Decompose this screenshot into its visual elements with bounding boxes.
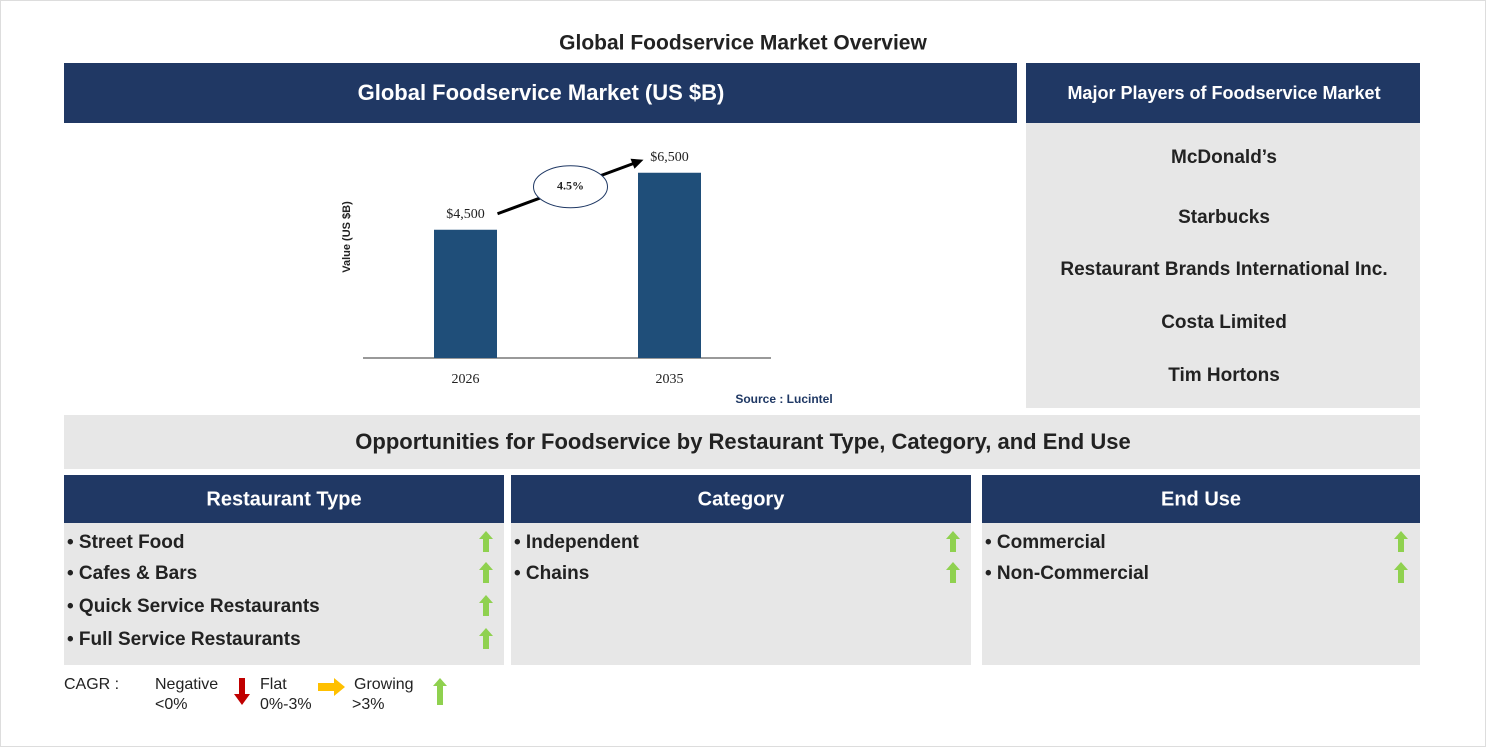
- x-tick-label: 2026: [452, 372, 480, 387]
- player-name: Restaurant Brands International Inc.: [1060, 259, 1387, 280]
- growth-arrow: [479, 628, 493, 649]
- opportunities-header: [64, 415, 1420, 469]
- legend-range: <0%: [155, 696, 187, 713]
- legend-entry: Negative: [155, 676, 218, 693]
- players-heading: Major Players of Foodservice Market: [1067, 83, 1380, 103]
- segment-item: • Street Food: [67, 532, 185, 553]
- growth-arrow: [946, 562, 960, 583]
- growth-arrow: [433, 678, 447, 705]
- growth-arrow: [479, 562, 493, 583]
- column-header: [64, 475, 504, 523]
- column-header: [511, 475, 971, 523]
- legend-range: >3%: [352, 696, 384, 713]
- legend-entry: Flat: [260, 676, 287, 693]
- value-label: $6,500: [650, 150, 689, 165]
- flat-arrow: [318, 678, 345, 696]
- source: Source : Lucintel: [735, 392, 832, 406]
- negative-arrow: [234, 678, 250, 705]
- value-label: $4,500: [446, 207, 485, 222]
- bar: [638, 172, 701, 358]
- page-title: Global Foodservice Market Overview: [559, 32, 927, 55]
- column-heading: Category: [698, 488, 786, 510]
- players-header: [1026, 63, 1420, 123]
- column-header: [982, 475, 1420, 523]
- player-name: Tim Hortons: [1168, 365, 1280, 386]
- segment-item: • Quick Service Restaurants: [67, 596, 320, 617]
- player-name: Costa Limited: [1161, 312, 1287, 333]
- chart-header: [64, 63, 1017, 123]
- column-body: [982, 523, 1420, 665]
- opportunities-heading: Opportunities for Foodservice by Restaur…: [355, 429, 1130, 454]
- growth-arrow: [479, 531, 493, 552]
- legend-entry: Growing: [354, 676, 414, 693]
- bar: [434, 229, 497, 358]
- growth-arrow: [479, 595, 493, 616]
- segment-item: • Independent: [514, 532, 640, 553]
- column-body: [511, 523, 971, 665]
- column-heading: Restaurant Type: [206, 488, 361, 510]
- segment-item: • Commercial: [985, 532, 1106, 553]
- column-body: [64, 523, 504, 665]
- segment-item: • Cafes & Bars: [67, 563, 197, 584]
- segment-item: • Chains: [514, 563, 589, 584]
- column-heading: End Use: [1161, 488, 1241, 510]
- player-name: McDonald’s: [1171, 147, 1277, 168]
- segment-item: • Full Service Restaurants: [67, 629, 301, 650]
- chart-heading: Global Foodservice Market (US $B): [358, 80, 725, 105]
- segment-item: • Non-Commercial: [985, 563, 1149, 584]
- legend-range: 0%-3%: [260, 696, 312, 713]
- cagr-bubble: [533, 165, 608, 209]
- y-axis-label: Value (US $B): [341, 201, 353, 273]
- growth-arrow: [1394, 562, 1408, 583]
- player-name: Starbucks: [1178, 207, 1270, 228]
- players-panel: [1026, 123, 1420, 408]
- cagr-label: 4.5%: [557, 179, 584, 193]
- x-tick-label: 2035: [656, 372, 684, 387]
- growth-arrow: [946, 531, 960, 552]
- growth-arrow: [1394, 531, 1408, 552]
- legend-label: CAGR :: [64, 676, 119, 693]
- cagr-arrowhead: [630, 158, 644, 169]
